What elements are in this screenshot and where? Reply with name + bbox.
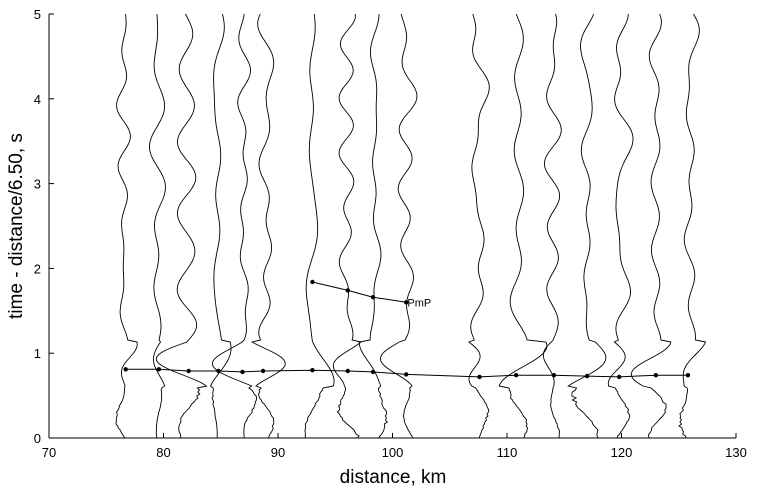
seismic-trace <box>358 13 389 439</box>
pick-point <box>584 373 590 379</box>
phase-label: PmP <box>407 297 431 309</box>
seismic-trace <box>630 13 672 439</box>
pick-point <box>404 300 409 305</box>
pick-point <box>240 369 245 375</box>
y-tick-label: 4 <box>34 92 41 107</box>
seismic-trace <box>209 13 232 438</box>
seismic-trace <box>678 13 707 439</box>
x-ticks: 70 80 90 100 110 120 130 <box>42 433 747 460</box>
x-tick-label: 80 <box>156 445 170 460</box>
pick-point <box>345 368 350 374</box>
pick-point <box>123 367 128 372</box>
seismic-trace <box>542 13 562 439</box>
seismic-trace <box>304 13 335 439</box>
seismic-trace <box>567 13 607 439</box>
seismic-trace <box>149 13 166 439</box>
pick-point <box>370 369 376 375</box>
x-tick-label: 120 <box>611 445 633 460</box>
annotations: PmP <box>407 297 431 309</box>
x-tick-label: 110 <box>497 445 518 460</box>
travel-time-picks <box>123 279 691 380</box>
x-tick-label: 70 <box>42 445 56 460</box>
pick-point <box>685 373 691 378</box>
seismic-traces <box>115 13 707 439</box>
pick-point <box>310 368 315 373</box>
seismic-trace <box>332 13 363 439</box>
pick-point <box>156 367 162 372</box>
seismic-trace <box>250 13 286 439</box>
y-tick-label: 0 <box>34 431 41 446</box>
pick-point <box>617 374 622 380</box>
plot-axes: 70 80 90 100 110 120 130 0 1 2 3 4 5 <box>34 7 747 460</box>
pick-point <box>186 368 191 374</box>
x-tick-label: 90 <box>271 445 285 460</box>
pick-point <box>310 279 315 285</box>
y-tick-label: 5 <box>34 7 41 22</box>
pick-point <box>345 288 350 293</box>
x-tick-label: 130 <box>725 445 747 460</box>
x-tick-label: 100 <box>382 445 404 460</box>
pick-point <box>514 373 519 378</box>
seismic-trace <box>155 13 208 439</box>
pick-point <box>653 373 659 378</box>
seismic-trace <box>211 13 257 439</box>
y-tick-label: 2 <box>34 261 41 276</box>
pick-point <box>477 374 482 380</box>
seismic-trace <box>115 13 138 439</box>
seismic-trace <box>467 13 490 439</box>
pick-point <box>216 368 221 374</box>
y-axis-title: time - distance/6.50, s <box>6 133 27 319</box>
pick-point <box>551 373 557 378</box>
seismic-trace <box>498 13 548 439</box>
x-axis-title: distance, km <box>340 467 447 488</box>
pick-point <box>404 372 409 377</box>
pick-point <box>370 295 376 300</box>
y-tick-label: 3 <box>34 177 41 192</box>
y-ticks: 0 1 2 3 4 5 <box>34 7 54 446</box>
seismic-trace <box>380 13 418 439</box>
pick-point <box>260 368 266 374</box>
y-tick-label: 1 <box>34 346 41 361</box>
pick-curve <box>312 281 407 303</box>
seismic-trace <box>607 13 634 439</box>
